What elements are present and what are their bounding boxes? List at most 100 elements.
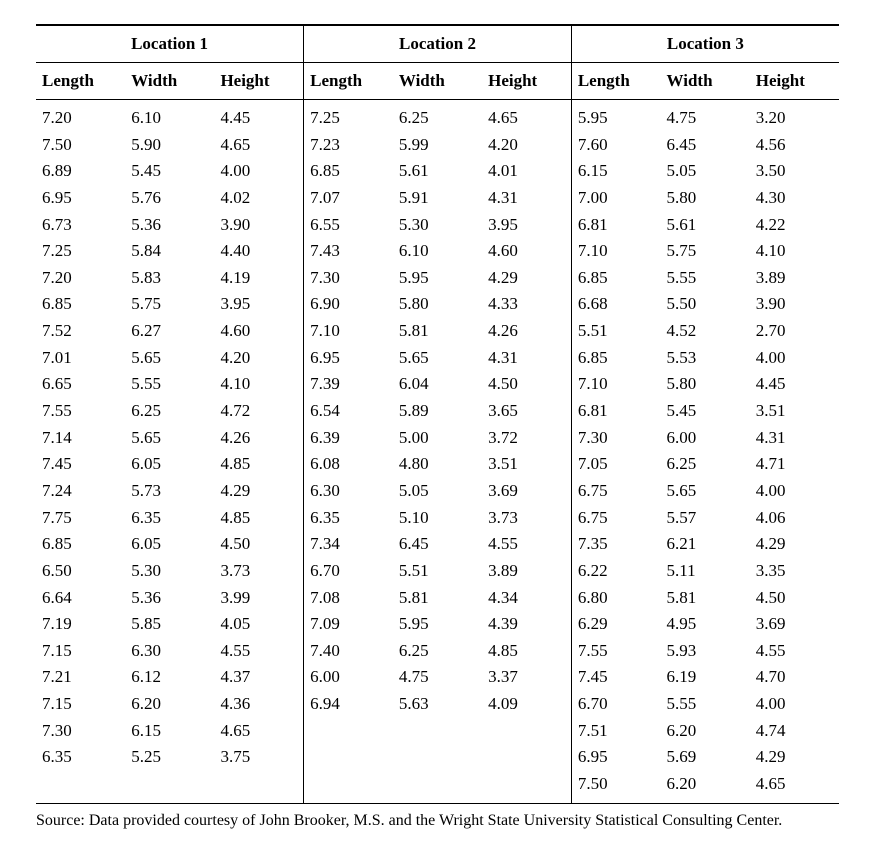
table-cell: 7.60	[571, 132, 660, 159]
table-row: 7.526.274.607.105.814.265.514.522.70	[36, 318, 839, 345]
table-cell: 5.36	[125, 212, 214, 239]
table-cell: 7.55	[571, 638, 660, 665]
table-cell: 5.85	[125, 611, 214, 638]
table-cell: 4.05	[214, 611, 303, 638]
table-cell: 4.75	[393, 664, 482, 691]
table-row: 6.856.054.507.346.454.557.356.214.29	[36, 531, 839, 558]
table-row: 7.195.854.057.095.954.396.294.953.69	[36, 611, 839, 638]
table-cell: 4.65	[482, 100, 571, 132]
col-header: Width	[393, 63, 482, 100]
table-row: 6.735.363.906.555.303.956.815.614.22	[36, 212, 839, 239]
table-cell: 5.83	[125, 265, 214, 292]
table-cell: 3.65	[482, 398, 571, 425]
table-cell: 4.00	[750, 478, 839, 505]
table-cell: 6.29	[571, 611, 660, 638]
table-cell: 5.05	[661, 158, 750, 185]
table-row: 7.506.204.65	[36, 771, 839, 803]
table-row: 7.505.904.657.235.994.207.606.454.56	[36, 132, 839, 159]
table-cell: 6.20	[125, 691, 214, 718]
table-cell: 5.45	[125, 158, 214, 185]
table-cell: 7.45	[36, 451, 125, 478]
table-cell: 3.20	[750, 100, 839, 132]
table-cell: 6.85	[36, 531, 125, 558]
table-cell	[304, 771, 393, 803]
table-cell: 7.15	[36, 691, 125, 718]
table-cell: 4.20	[214, 345, 303, 372]
table-cell: 4.60	[482, 238, 571, 265]
table-cell: 5.84	[125, 238, 214, 265]
table-cell: 5.80	[393, 291, 482, 318]
table-cell: 4.80	[393, 451, 482, 478]
table-cell: 7.07	[304, 185, 393, 212]
table-cell: 6.30	[304, 478, 393, 505]
table-cell: 7.30	[571, 425, 660, 452]
table-cell	[304, 744, 393, 771]
table-cell: 3.69	[482, 478, 571, 505]
table-cell: 7.25	[304, 100, 393, 132]
table-cell: 7.19	[36, 611, 125, 638]
table-cell: 6.22	[571, 558, 660, 585]
table-row: 7.206.104.457.256.254.655.954.753.20	[36, 100, 839, 132]
table-cell: 5.57	[661, 505, 750, 532]
table-cell: 7.20	[36, 100, 125, 132]
table-cell: 5.30	[393, 212, 482, 239]
table-cell: 7.08	[304, 585, 393, 612]
table-cell: 6.05	[125, 451, 214, 478]
col-header: Height	[214, 63, 303, 100]
table-cell: 5.65	[125, 425, 214, 452]
table-cell: 7.25	[36, 238, 125, 265]
table-cell: 4.70	[750, 664, 839, 691]
table-cell: 4.85	[482, 638, 571, 665]
table-cell: 5.65	[393, 345, 482, 372]
table-cell: 7.05	[571, 451, 660, 478]
table-cell: 6.75	[571, 478, 660, 505]
table-cell: 6.20	[661, 771, 750, 803]
table-cell: 6.75	[571, 505, 660, 532]
table-cell: 5.89	[393, 398, 482, 425]
table-cell: 4.36	[214, 691, 303, 718]
table-cell: 4.55	[750, 638, 839, 665]
table-cell: 6.10	[125, 100, 214, 132]
column-header-row: Length Width Height Length Width Height …	[36, 63, 839, 100]
table-cell: 6.85	[571, 345, 660, 372]
table-cell: 5.51	[393, 558, 482, 585]
table-cell: 6.04	[393, 371, 482, 398]
table-cell	[304, 718, 393, 745]
table-cell: 4.72	[214, 398, 303, 425]
table-cell: 6.39	[304, 425, 393, 452]
table-cell: 5.99	[393, 132, 482, 159]
table-cell: 6.80	[571, 585, 660, 612]
table-row: 7.556.254.726.545.893.656.815.453.51	[36, 398, 839, 425]
table-cell: 4.50	[482, 371, 571, 398]
table-cell: 4.85	[214, 451, 303, 478]
table-cell: 2.70	[750, 318, 839, 345]
table-cell: 6.70	[304, 558, 393, 585]
table-cell: 4.29	[750, 531, 839, 558]
table-cell: 7.55	[36, 398, 125, 425]
table-row: 6.355.253.756.955.694.29	[36, 744, 839, 771]
table-cell: 4.60	[214, 318, 303, 345]
table-cell: 3.95	[482, 212, 571, 239]
table-cell: 5.55	[661, 691, 750, 718]
table-cell: 4.29	[750, 744, 839, 771]
table-cell	[482, 744, 571, 771]
table-cell: 6.35	[125, 505, 214, 532]
table-cell: 6.95	[571, 744, 660, 771]
table-cell: 4.71	[750, 451, 839, 478]
table-cell: 5.63	[393, 691, 482, 718]
table-cell: 5.05	[393, 478, 482, 505]
table-cell: 3.37	[482, 664, 571, 691]
table-cell	[393, 718, 482, 745]
table-cell: 6.08	[304, 451, 393, 478]
table-cell: 5.55	[661, 265, 750, 292]
table-cell: 6.21	[661, 531, 750, 558]
table-cell: 5.55	[125, 371, 214, 398]
table-cell: 4.55	[482, 531, 571, 558]
table-cell: 4.33	[482, 291, 571, 318]
group-header-3: Location 3	[571, 25, 839, 63]
table-cell: 4.00	[750, 691, 839, 718]
table-cell: 4.29	[482, 265, 571, 292]
table-cell: 3.90	[214, 212, 303, 239]
table-cell: 5.69	[661, 744, 750, 771]
table-cell: 5.50	[661, 291, 750, 318]
